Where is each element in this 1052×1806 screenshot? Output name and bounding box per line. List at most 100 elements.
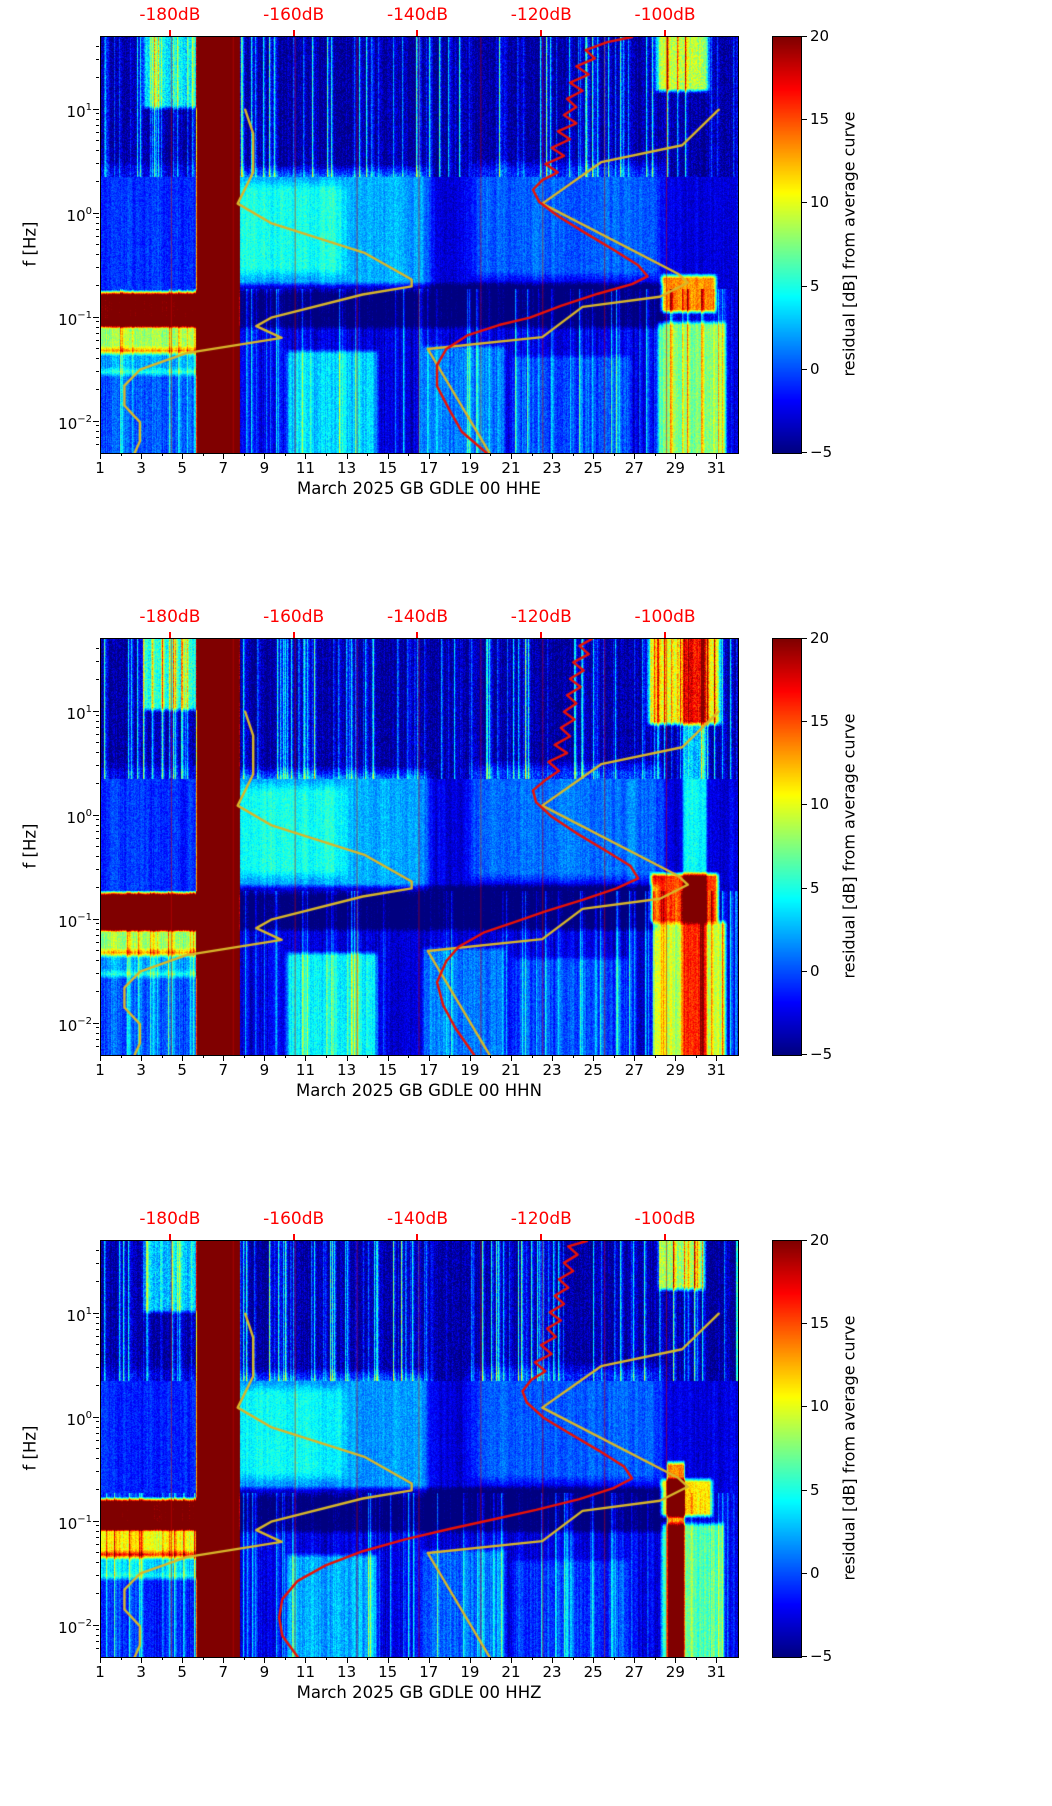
top-axis-tick-label: -180dB	[139, 607, 201, 627]
x-tick-label: 27	[624, 1663, 644, 1681]
x-tick-label: 19	[460, 1663, 480, 1681]
y-minor-tick-mark	[96, 830, 99, 832]
x-tick-label: 7	[218, 459, 229, 477]
x-tick-label: 13	[337, 459, 357, 477]
x-tick-mark	[264, 1657, 266, 1663]
y-minor-tick-mark	[96, 928, 99, 930]
top-axis-tick-label: -120dB	[510, 5, 572, 25]
y-tick-label: 10−2	[0, 1615, 92, 1637]
y-minor-tick-mark	[96, 950, 99, 951]
y-minor-tick-mark	[96, 1552, 99, 1553]
x-tick-mark	[264, 453, 266, 459]
x-minor-tick-mark	[490, 453, 492, 456]
y-minor-tick-mark	[96, 321, 99, 323]
x-tick-label: 29	[665, 1663, 685, 1681]
x-tick-label: 25	[583, 459, 603, 477]
x-tick-label: 23	[542, 459, 562, 477]
y-minor-tick-mark	[96, 1263, 99, 1265]
colorbar-tick-mark	[802, 1240, 807, 1241]
colorbar-tick-mark	[802, 1323, 807, 1325]
y-tick-mark	[93, 1312, 99, 1314]
y-minor-tick-mark	[96, 430, 99, 432]
y-tick-label: 100	[0, 1407, 92, 1429]
top-axis-tick-label: -160dB	[263, 5, 325, 25]
y-tick-mark	[93, 1520, 99, 1522]
colorbar-tick-mark	[802, 1656, 807, 1657]
y-minor-tick-mark	[96, 217, 99, 219]
x-minor-tick-mark	[243, 1055, 245, 1058]
y-minor-tick-mark	[96, 326, 99, 328]
colorbar-label: residual [dB] from average curve	[839, 1315, 859, 1581]
y-minor-tick-mark	[96, 941, 99, 943]
x-minor-tick-mark	[120, 453, 122, 456]
y-axis-label: f [Hz]	[20, 221, 40, 267]
x-tick-label: 13	[337, 1061, 357, 1079]
colorbar-tick-label: −5	[810, 443, 833, 461]
x-tick-mark	[387, 1657, 389, 1663]
top-axis-tick-label: -100dB	[634, 607, 696, 627]
y-minor-tick-mark	[96, 118, 99, 120]
panel-hhe: f [Hz] March 2025 GB GDLE 00 HHE residua…	[0, 0, 1052, 602]
x-minor-tick-mark	[202, 453, 204, 456]
y-tick-label: 101	[0, 701, 92, 723]
x-tick-label: 9	[259, 1061, 270, 1079]
y-tick-mark	[93, 814, 99, 816]
x-tick-mark	[100, 1657, 101, 1663]
x-tick-mark	[141, 1055, 143, 1061]
colorbar-tick-mark	[802, 721, 807, 723]
x-tick-mark	[264, 1055, 266, 1061]
x-tick-mark	[428, 453, 430, 459]
top-axis-tick-label: -120dB	[510, 1209, 572, 1229]
colorbar-tick-label: 15	[810, 712, 830, 731]
y-minor-tick-mark	[96, 1448, 99, 1449]
x-tick-label: 25	[583, 1663, 603, 1681]
x-tick-label: 15	[378, 1663, 398, 1681]
y-tick-label: 101	[0, 1303, 92, 1325]
y-minor-tick-mark	[96, 1038, 99, 1040]
x-tick-label: 17	[419, 1663, 439, 1681]
colorbar-tick-mark	[802, 285, 807, 287]
x-minor-tick-mark	[654, 453, 656, 456]
plot-area	[100, 36, 739, 454]
top-axis-tick-mark	[416, 1234, 419, 1240]
top-axis-tick-label: -160dB	[263, 607, 325, 627]
top-axis-tick-label: -140dB	[386, 607, 448, 627]
y-minor-tick-mark	[96, 235, 99, 237]
x-minor-tick-mark	[367, 1657, 369, 1660]
colorbar-tick-mark	[802, 970, 807, 972]
x-tick-mark	[428, 1657, 430, 1663]
x-minor-tick-mark	[449, 453, 451, 456]
x-tick-label: 1	[95, 459, 105, 477]
y-minor-tick-mark	[96, 715, 99, 717]
colorbar-tick-mark	[802, 804, 807, 806]
y-minor-tick-mark	[96, 1640, 99, 1642]
top-axis-tick-label: -140dB	[386, 1209, 448, 1229]
y-tick-exponent: −2	[77, 1617, 92, 1629]
top-axis-tick-mark	[168, 632, 171, 638]
colorbar-tick-mark	[802, 1489, 807, 1491]
x-minor-tick-mark	[695, 1657, 697, 1660]
x-tick-label: 3	[136, 1061, 146, 1079]
spectrogram-canvas	[101, 1241, 738, 1657]
y-minor-tick-mark	[96, 228, 99, 230]
y-minor-tick-mark	[96, 887, 99, 889]
top-axis-tick-mark	[664, 1234, 667, 1240]
y-tick-mark	[93, 1624, 99, 1626]
y-minor-tick-mark	[96, 358, 99, 360]
y-minor-tick-mark	[96, 733, 99, 735]
y-minor-tick-mark	[96, 267, 99, 269]
y-minor-tick-mark	[96, 1489, 99, 1491]
colorbar-tick-label: 20	[810, 27, 830, 45]
y-minor-tick-mark	[96, 131, 99, 133]
x-tick-mark	[675, 1657, 677, 1663]
y-tick-mantissa: 10	[66, 1410, 86, 1429]
y-minor-tick-mark	[96, 856, 99, 858]
y-minor-tick-mark	[96, 181, 99, 183]
x-minor-tick-mark	[120, 1055, 122, 1058]
x-minor-tick-mark	[490, 1055, 492, 1058]
x-tick-mark	[716, 1657, 718, 1663]
y-minor-tick-mark	[96, 934, 99, 936]
y-minor-tick-mark	[96, 1344, 99, 1345]
y-tick-exponent: 0	[85, 807, 92, 819]
colorbar	[772, 36, 802, 454]
